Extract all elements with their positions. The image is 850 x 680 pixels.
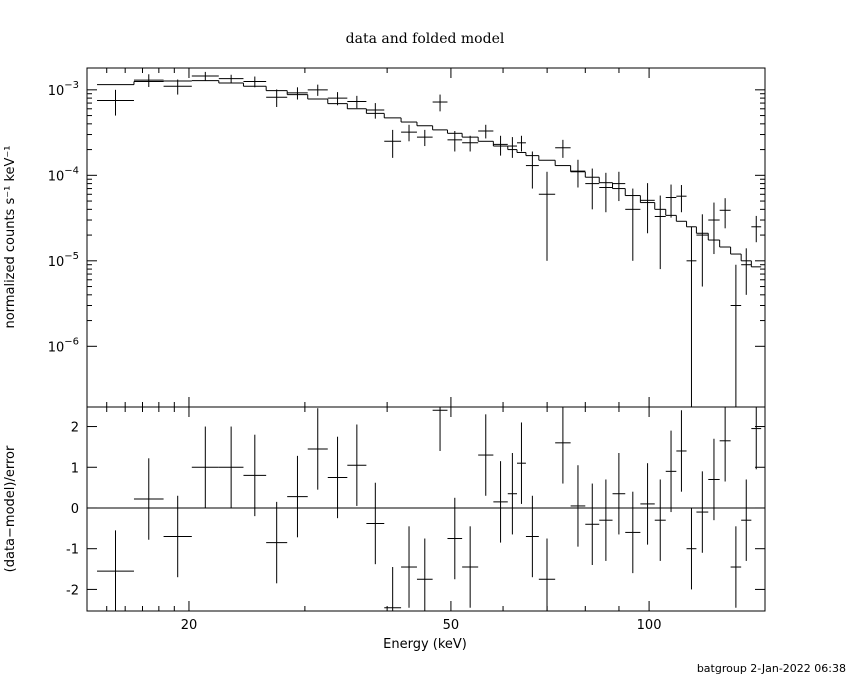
chart-title: data and folded model bbox=[346, 31, 505, 47]
y-tick-exponent: −5 bbox=[64, 251, 79, 262]
y-tick-base: 10 bbox=[48, 255, 65, 270]
footer: batgroup 2-Jan-2022 06:38 bbox=[697, 662, 846, 675]
y-tick-label: 10−3 bbox=[48, 80, 79, 99]
bottom-frame bbox=[86, 406, 766, 612]
top-frame bbox=[86, 67, 766, 408]
x-tick-label: 50 bbox=[443, 618, 460, 633]
y-axis-label: (data−model)/error bbox=[3, 445, 18, 572]
x-tick-label: 20 bbox=[181, 618, 198, 633]
y-tick-base: 10 bbox=[48, 169, 65, 184]
y-tick-label: 1 bbox=[71, 461, 79, 476]
y-tick-label: 10−5 bbox=[48, 251, 79, 270]
y-axis-label: normalized counts s⁻¹ keV⁻¹ bbox=[3, 146, 18, 329]
y-tick-label: 10−6 bbox=[48, 336, 79, 355]
y-tick-exponent: −4 bbox=[64, 165, 79, 176]
y-tick-exponent: −6 bbox=[64, 336, 79, 347]
x-tick-label: 100 bbox=[637, 618, 662, 633]
x-axis-label: Energy (keV) bbox=[383, 637, 467, 652]
y-tick-label: -1 bbox=[66, 543, 79, 558]
y-tick-label: -2 bbox=[66, 583, 79, 598]
y-tick-label: 0 bbox=[71, 502, 79, 517]
y-tick-label: 2 bbox=[71, 421, 79, 436]
y-tick-base: 10 bbox=[48, 340, 65, 355]
y-tick-exponent: −3 bbox=[64, 80, 79, 91]
y-tick-label: 10−4 bbox=[48, 165, 79, 184]
y-tick-base: 10 bbox=[48, 84, 65, 99]
top-plot bbox=[97, 71, 762, 407]
bottom-plot bbox=[87, 407, 765, 611]
